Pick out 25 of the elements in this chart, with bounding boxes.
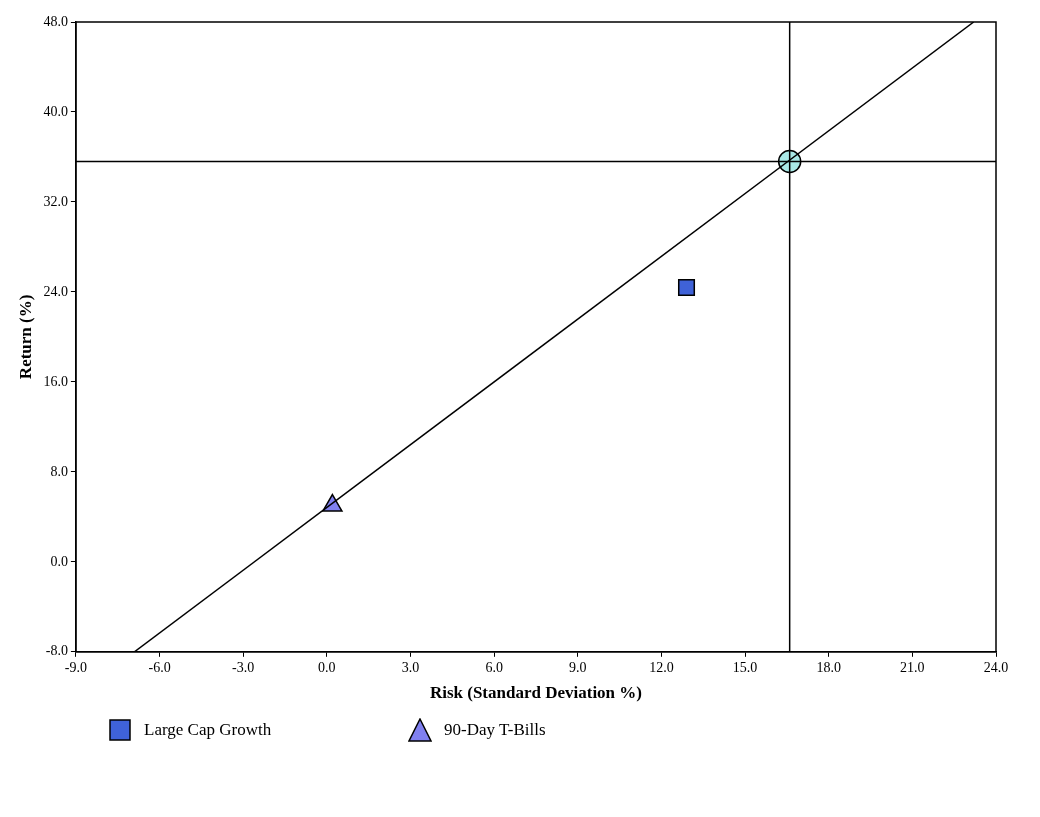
y-tick-label: 24.0 xyxy=(43,283,68,299)
y-tick-label: 40.0 xyxy=(43,103,68,119)
x-tick-label: 18.0 xyxy=(816,659,841,675)
x-tick-label: 0.0 xyxy=(318,659,336,675)
x-tick-label: -3.0 xyxy=(232,659,255,675)
x-axis-title: Risk (Standard Deviation %) xyxy=(429,683,642,703)
x-tick-label: 12.0 xyxy=(649,659,674,675)
x-tick-label: 9.0 xyxy=(569,659,587,675)
y-tick-label: -8.0 xyxy=(45,643,68,659)
y-tick-label: 16.0 xyxy=(43,373,68,389)
x-tick-label: 24.0 xyxy=(983,659,1009,675)
y-axis-title: Return (%) xyxy=(15,294,35,380)
y-tick-label: 8.0 xyxy=(50,463,68,479)
x-tick-label: 21.0 xyxy=(900,659,925,675)
x-tick-label: 6.0 xyxy=(485,659,503,675)
x-tick-label: 15.0 xyxy=(732,659,758,675)
y-tick-label: 48.0 xyxy=(43,13,68,29)
y-tick-label: 0.0 xyxy=(50,553,68,569)
x-tick-label: -6.0 xyxy=(148,659,171,675)
legend-label: Large Cap Growth xyxy=(144,720,272,740)
x-tick-label: -9.0 xyxy=(64,659,87,675)
legend-label: 90-Day T-Bills xyxy=(444,720,546,740)
y-tick-label: 32.0 xyxy=(43,193,68,209)
point xyxy=(677,278,696,296)
x-tick-label: 3.0 xyxy=(401,659,420,675)
